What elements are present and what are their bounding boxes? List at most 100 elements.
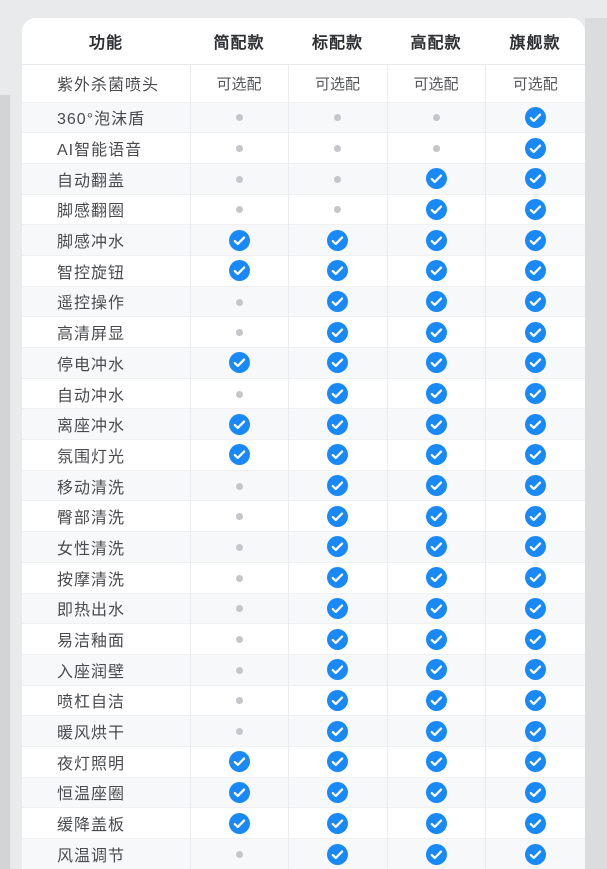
- page-right-gutter: [585, 18, 607, 869]
- dot-icon: [334, 145, 341, 153]
- feature-cell-available: [386, 653, 485, 686]
- check-circle-icon: [425, 812, 447, 834]
- check-circle-icon: [327, 659, 348, 681]
- check-circle-icon: [425, 198, 447, 220]
- feature-cell-unavailable: [189, 561, 288, 593]
- feature-label: 缓降盖板: [22, 807, 190, 839]
- feature-label: 即热出水: [22, 592, 190, 624]
- check-circle-icon: [524, 567, 546, 589]
- feature-label: 移动清洗: [22, 469, 190, 501]
- check-circle-icon: [425, 444, 447, 466]
- check-circle-icon: [425, 290, 447, 312]
- table-row: 360°泡沫盾: [22, 101, 585, 133]
- check-circle-icon: [524, 229, 546, 251]
- check-circle-icon: [327, 383, 348, 405]
- check-circle-icon: [524, 198, 546, 220]
- feature-label: 臀部清洗: [22, 500, 190, 532]
- feature-cell-available: [484, 653, 585, 686]
- table-row: 即热出水: [22, 592, 585, 624]
- dot-icon: [235, 482, 243, 490]
- feature-cell-available: [484, 715, 585, 747]
- feature-cell-available: [484, 500, 585, 532]
- feature-cell-available: [189, 254, 288, 287]
- check-circle-icon: [327, 689, 348, 711]
- feature-cell-available: [386, 838, 485, 869]
- feature-cell-available: [386, 285, 485, 317]
- check-circle-icon: [524, 383, 546, 405]
- check-circle-icon: [524, 720, 546, 742]
- check-circle-icon: [425, 352, 447, 374]
- feature-cell-unavailable: [189, 469, 288, 501]
- check-circle-icon: [327, 413, 348, 435]
- dot-icon: [235, 574, 243, 582]
- feature-cell-available: [287, 776, 387, 808]
- check-circle-icon: [327, 751, 348, 773]
- feature-cell-available: [287, 439, 387, 471]
- check-circle-icon: [327, 352, 348, 374]
- dot-icon: [334, 114, 341, 122]
- check-circle-icon: [524, 475, 546, 497]
- table-header-row: 功能 简配款 标配款 高配款 旗舰款: [22, 18, 585, 65]
- dot-icon: [235, 728, 243, 736]
- dot-icon: [235, 206, 243, 214]
- optional-value-cell: 可选配: [484, 64, 585, 102]
- dot-icon: [334, 175, 341, 183]
- table-row: 女性清洗: [22, 531, 585, 563]
- check-circle-icon: [425, 843, 447, 865]
- feature-cell-available: [287, 347, 387, 379]
- table-row: 脚感翻圈: [22, 193, 585, 225]
- feature-cell-available: [484, 776, 585, 808]
- feature-cell-available: [386, 162, 485, 195]
- check-circle-icon: [524, 689, 546, 711]
- feature-label: 自动冲水: [22, 377, 190, 409]
- table-row: 按摩清洗: [22, 561, 585, 593]
- feature-label: 脚感冲水: [22, 224, 190, 256]
- feature-cell-available: [386, 776, 485, 808]
- feature-cell-available: [386, 254, 485, 287]
- dot-icon: [235, 114, 243, 122]
- check-circle-icon: [524, 290, 546, 312]
- check-circle-icon: [425, 505, 447, 527]
- feature-cell-available: [484, 623, 585, 655]
- feature-cell-available: [484, 254, 585, 287]
- feature-cell-available: [189, 224, 288, 256]
- dot-icon: [235, 697, 243, 705]
- feature-cell-available: [484, 745, 585, 778]
- feature-cell-unavailable: [287, 101, 387, 133]
- check-circle-icon: [327, 321, 348, 343]
- feature-cell-available: [484, 408, 585, 440]
- feature-cell-available: [287, 377, 387, 409]
- feature-cell-available: [287, 623, 387, 655]
- table-row: 氛围灯光: [22, 439, 585, 471]
- feature-cell-unavailable: [189, 316, 288, 348]
- check-circle-icon: [524, 352, 546, 374]
- check-circle-icon: [425, 597, 447, 619]
- feature-cell-unavailable: [189, 101, 288, 133]
- feature-cell-available: [287, 408, 387, 440]
- feature-cell-unavailable: [287, 162, 387, 195]
- table-row: 自动冲水: [22, 377, 585, 409]
- dot-icon: [235, 329, 243, 337]
- feature-cell-available: [386, 469, 485, 501]
- check-circle-icon: [524, 597, 546, 619]
- check-circle-icon: [425, 168, 447, 190]
- dot-icon: [334, 206, 341, 214]
- check-circle-icon: [228, 229, 250, 251]
- feature-cell-available: [484, 531, 585, 563]
- feature-label: 离座冲水: [22, 408, 190, 440]
- column-header-tier: 简配款: [190, 18, 288, 65]
- feature-cell-available: [287, 500, 387, 532]
- check-circle-icon: [524, 260, 546, 282]
- feature-cell-unavailable: [189, 500, 288, 532]
- feature-cell-available: [484, 807, 585, 839]
- feature-cell-available: [287, 254, 387, 287]
- table-row: 脚感冲水: [22, 224, 585, 256]
- column-header-tier: 高配款: [387, 18, 485, 65]
- feature-cell-available: [484, 377, 585, 409]
- check-circle-icon: [228, 812, 250, 834]
- feature-cell-available: [287, 531, 387, 563]
- check-circle-icon: [425, 536, 447, 558]
- feature-cell-available: [484, 101, 585, 133]
- feature-cell-unavailable: [386, 132, 485, 164]
